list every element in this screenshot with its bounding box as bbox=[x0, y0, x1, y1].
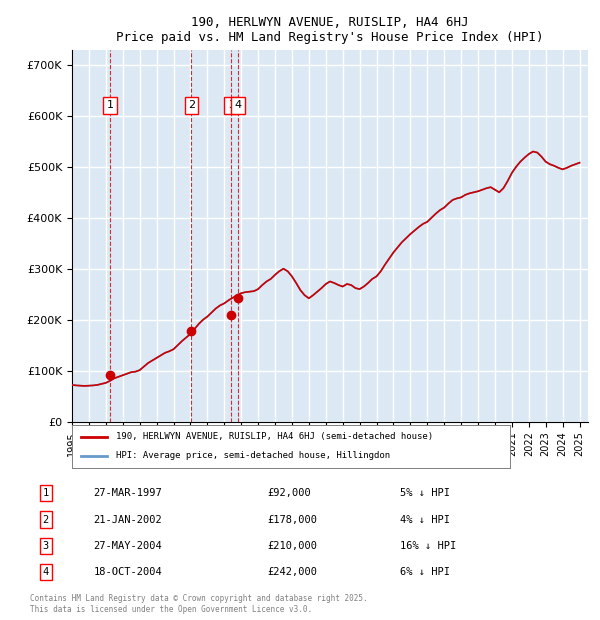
Text: 27-MAY-2004: 27-MAY-2004 bbox=[94, 541, 162, 551]
Text: 4: 4 bbox=[234, 100, 241, 110]
Text: £92,000: £92,000 bbox=[268, 488, 311, 498]
Text: 1: 1 bbox=[43, 488, 49, 498]
Text: 3: 3 bbox=[227, 100, 235, 110]
Text: £242,000: £242,000 bbox=[268, 567, 317, 577]
Text: £178,000: £178,000 bbox=[268, 515, 317, 525]
Text: 16% ↓ HPI: 16% ↓ HPI bbox=[400, 541, 456, 551]
Text: 190, HERLWYN AVENUE, RUISLIP, HA4 6HJ (semi-detached house): 190, HERLWYN AVENUE, RUISLIP, HA4 6HJ (s… bbox=[116, 432, 433, 441]
Title: 190, HERLWYN AVENUE, RUISLIP, HA4 6HJ
Price paid vs. HM Land Registry's House Pr: 190, HERLWYN AVENUE, RUISLIP, HA4 6HJ Pr… bbox=[116, 16, 544, 44]
Text: 5% ↓ HPI: 5% ↓ HPI bbox=[400, 488, 449, 498]
Text: HPI: Average price, semi-detached house, Hillingdon: HPI: Average price, semi-detached house,… bbox=[116, 451, 390, 461]
Text: Contains HM Land Registry data © Crown copyright and database right 2025.
This d: Contains HM Land Registry data © Crown c… bbox=[30, 595, 368, 614]
Text: 1: 1 bbox=[106, 100, 113, 110]
Text: 21-JAN-2002: 21-JAN-2002 bbox=[94, 515, 162, 525]
Text: 6% ↓ HPI: 6% ↓ HPI bbox=[400, 567, 449, 577]
Text: 27-MAR-1997: 27-MAR-1997 bbox=[94, 488, 162, 498]
Text: 2: 2 bbox=[188, 100, 195, 110]
Text: 2: 2 bbox=[43, 515, 49, 525]
Text: £210,000: £210,000 bbox=[268, 541, 317, 551]
Text: 3: 3 bbox=[43, 541, 49, 551]
Text: 4: 4 bbox=[43, 567, 49, 577]
Text: 4% ↓ HPI: 4% ↓ HPI bbox=[400, 515, 449, 525]
Text: 18-OCT-2004: 18-OCT-2004 bbox=[94, 567, 162, 577]
